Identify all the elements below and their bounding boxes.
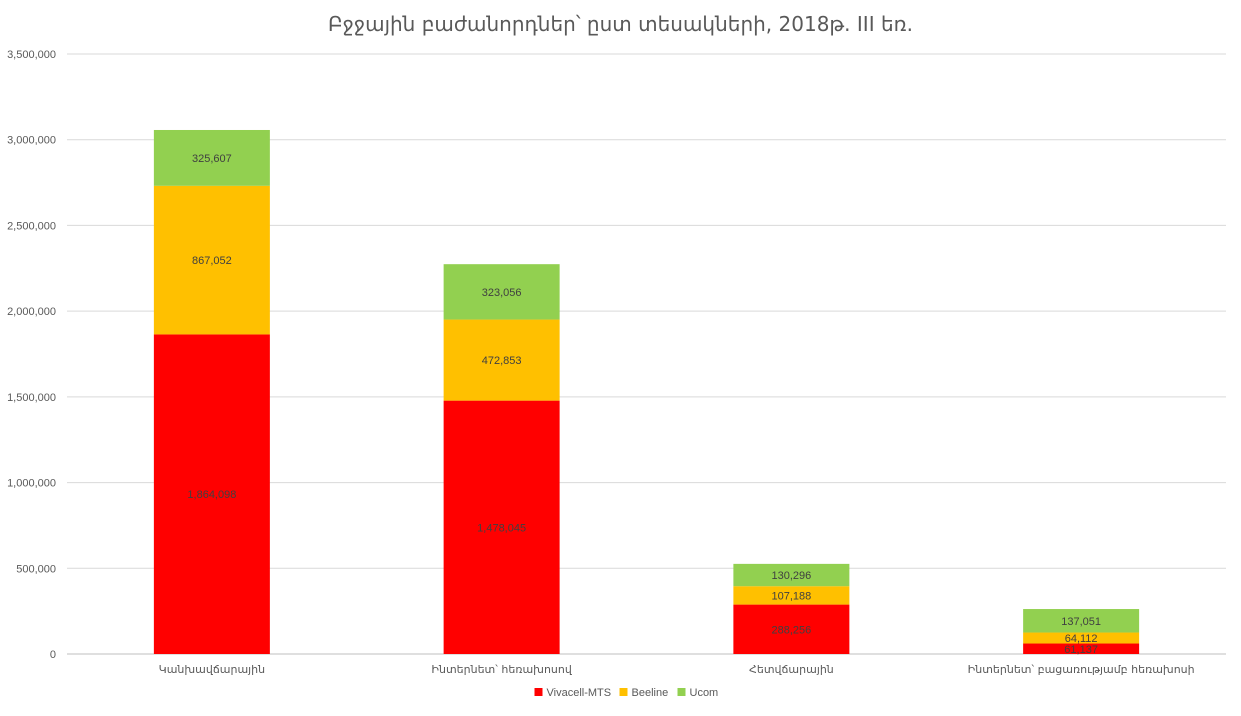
bar-segment [153,334,270,654]
y-tick-label: 3,000,000 [7,135,56,147]
data-label: 867,052 [192,255,232,267]
y-tick-label: 1,000,000 [7,478,56,490]
y-tick-label: 500,000 [16,563,56,575]
y-tick-label: 2,000,000 [7,306,56,318]
bar-segment [443,319,560,401]
data-label: 137,051 [1061,616,1101,628]
chart-title: Բջջային բաժանորդներ՝ ըստ տեսակների, 2018… [328,12,913,36]
legend-label: Ucom [690,687,719,699]
y-tick-label: 2,500,000 [7,220,56,232]
legend-swatch [619,688,628,696]
data-label: 130,296 [771,570,811,582]
bar-segment [153,185,270,335]
x-tick-label: Հետվճարային [749,663,834,676]
x-tick-label: Ինտերնետ՝ հեռախոսով [431,663,572,676]
data-label: 288,256 [771,624,811,636]
bar-segment [1023,632,1140,644]
data-label: 61,137 [1064,644,1098,656]
legend-swatch [677,688,686,696]
bar-segment [733,563,850,587]
data-label: 325,607 [192,153,232,165]
x-tick-label: Ինտերնետ՝ բացառությամբ հեռախոսի [968,663,1195,676]
bar-segment [443,264,560,320]
bar-segment [733,586,850,605]
data-label: 323,056 [482,287,522,299]
y-tick-label: 0 [50,649,56,661]
bar-segment [153,129,270,186]
bar-segment [443,400,560,654]
bar-segment [1023,643,1140,654]
data-label: 64,112 [1065,633,1098,645]
bar-segment [1023,609,1140,633]
y-tick-label: 3,500,000 [7,49,56,61]
bar-segment [733,604,850,654]
y-tick-label: 1,500,000 [7,392,56,404]
data-label: 1,478,045 [477,522,526,534]
legend-label: Beeline [632,687,669,699]
x-tick-label: Կանխավճարային [159,663,265,676]
legend-swatch [534,688,543,696]
legend-label: Vivacell-MTS [547,687,612,699]
data-label: 1,864,098 [187,489,236,501]
data-label: 107,188 [771,590,811,602]
data-label: 472,853 [482,355,522,367]
